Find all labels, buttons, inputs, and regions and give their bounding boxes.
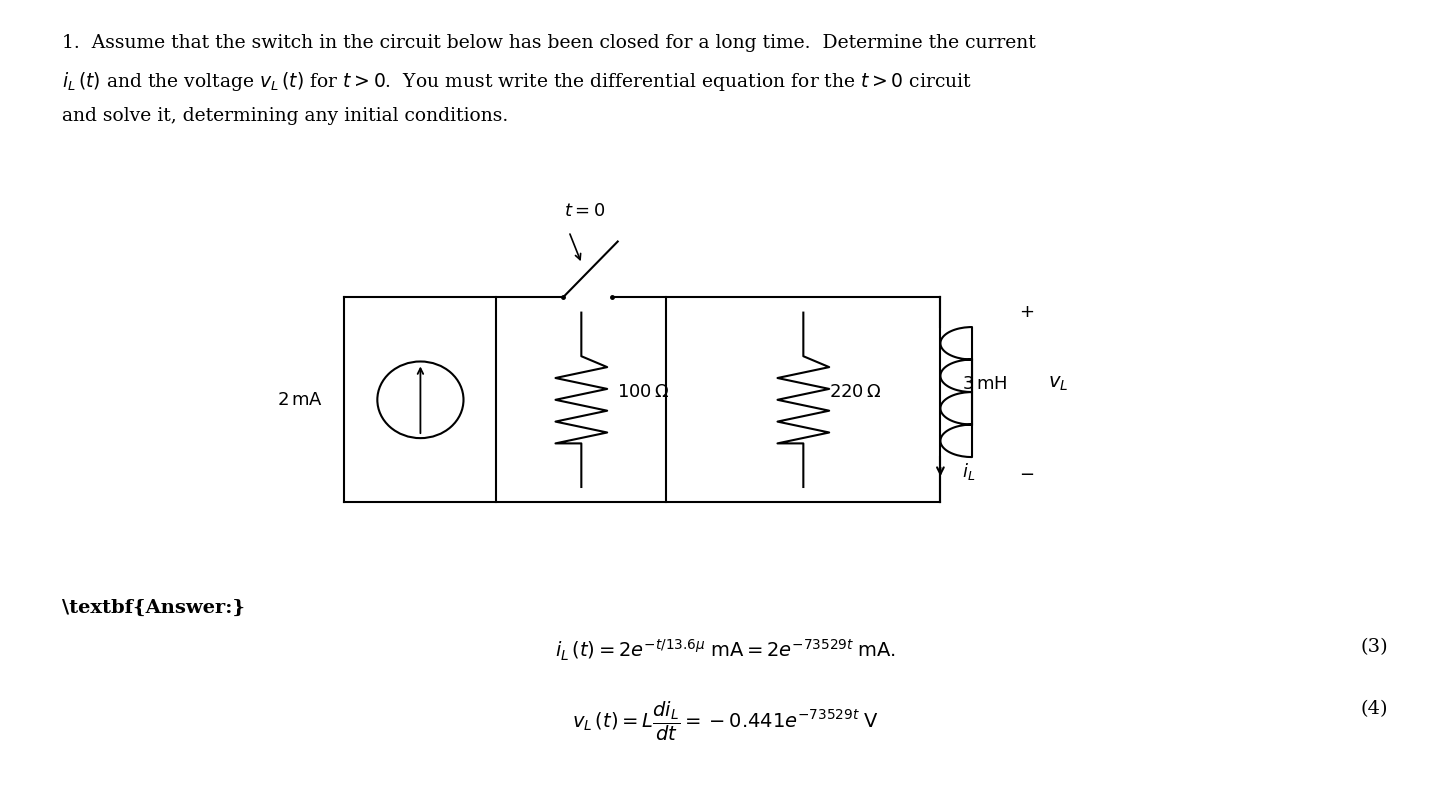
Text: $i_L\,(t) = 2e^{-t/13.6\mu}\;\mathrm{mA} = 2e^{-73529t}\;\mathrm{mA}.$: $i_L\,(t) = 2e^{-t/13.6\mu}\;\mathrm{mA}… — [554, 637, 896, 663]
Text: 1.  Assume that the switch in the circuit below has been closed for a long time.: 1. Assume that the switch in the circuit… — [61, 34, 1035, 52]
Text: $-$: $-$ — [1019, 463, 1034, 481]
Text: \textbf{Answer:}: \textbf{Answer:} — [61, 599, 245, 617]
Text: (3): (3) — [1362, 637, 1389, 656]
Text: $100\,\Omega$: $100\,\Omega$ — [618, 383, 670, 401]
Text: $v_L\,(t) = L\dfrac{di_L}{dt} = -0.441e^{-73529t}\;\mathrm{V}$: $v_L\,(t) = L\dfrac{di_L}{dt} = -0.441e^… — [571, 700, 879, 743]
Text: $220\,\Omega$: $220\,\Omega$ — [829, 383, 882, 401]
Text: $i_L$: $i_L$ — [961, 462, 976, 482]
Text: $+$: $+$ — [1019, 303, 1034, 321]
Text: $3\,\mathrm{mH}$: $3\,\mathrm{mH}$ — [961, 375, 1008, 393]
Text: $v_L$: $v_L$ — [1048, 375, 1069, 393]
Text: $i_L\,(t)$ and the voltage $v_L\,(t)$ for $t > 0$.  You must write the different: $i_L\,(t)$ and the voltage $v_L\,(t)$ fo… — [61, 70, 972, 94]
Text: $t=0$: $t=0$ — [564, 202, 605, 220]
Text: $2\,\mathrm{mA}$: $2\,\mathrm{mA}$ — [277, 391, 323, 409]
Text: (4): (4) — [1362, 700, 1389, 718]
Text: and solve it, determining any initial conditions.: and solve it, determining any initial co… — [61, 107, 508, 125]
